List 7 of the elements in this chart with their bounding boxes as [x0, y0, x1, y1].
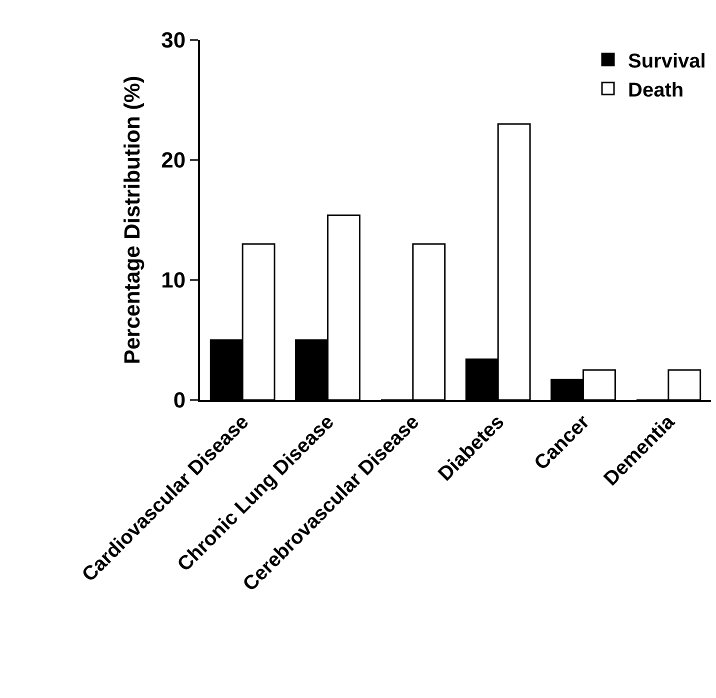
y-tick-label: 0 [173, 388, 186, 413]
y-tick-label: 20 [161, 148, 186, 173]
y-axis-title: Percentage Distribution (%) [119, 76, 144, 364]
legend-label: Death [628, 79, 684, 102]
y-tick-label: 30 [161, 28, 186, 53]
y-tick-label: 10 [161, 268, 186, 293]
legend-label: Survival [628, 50, 706, 72]
